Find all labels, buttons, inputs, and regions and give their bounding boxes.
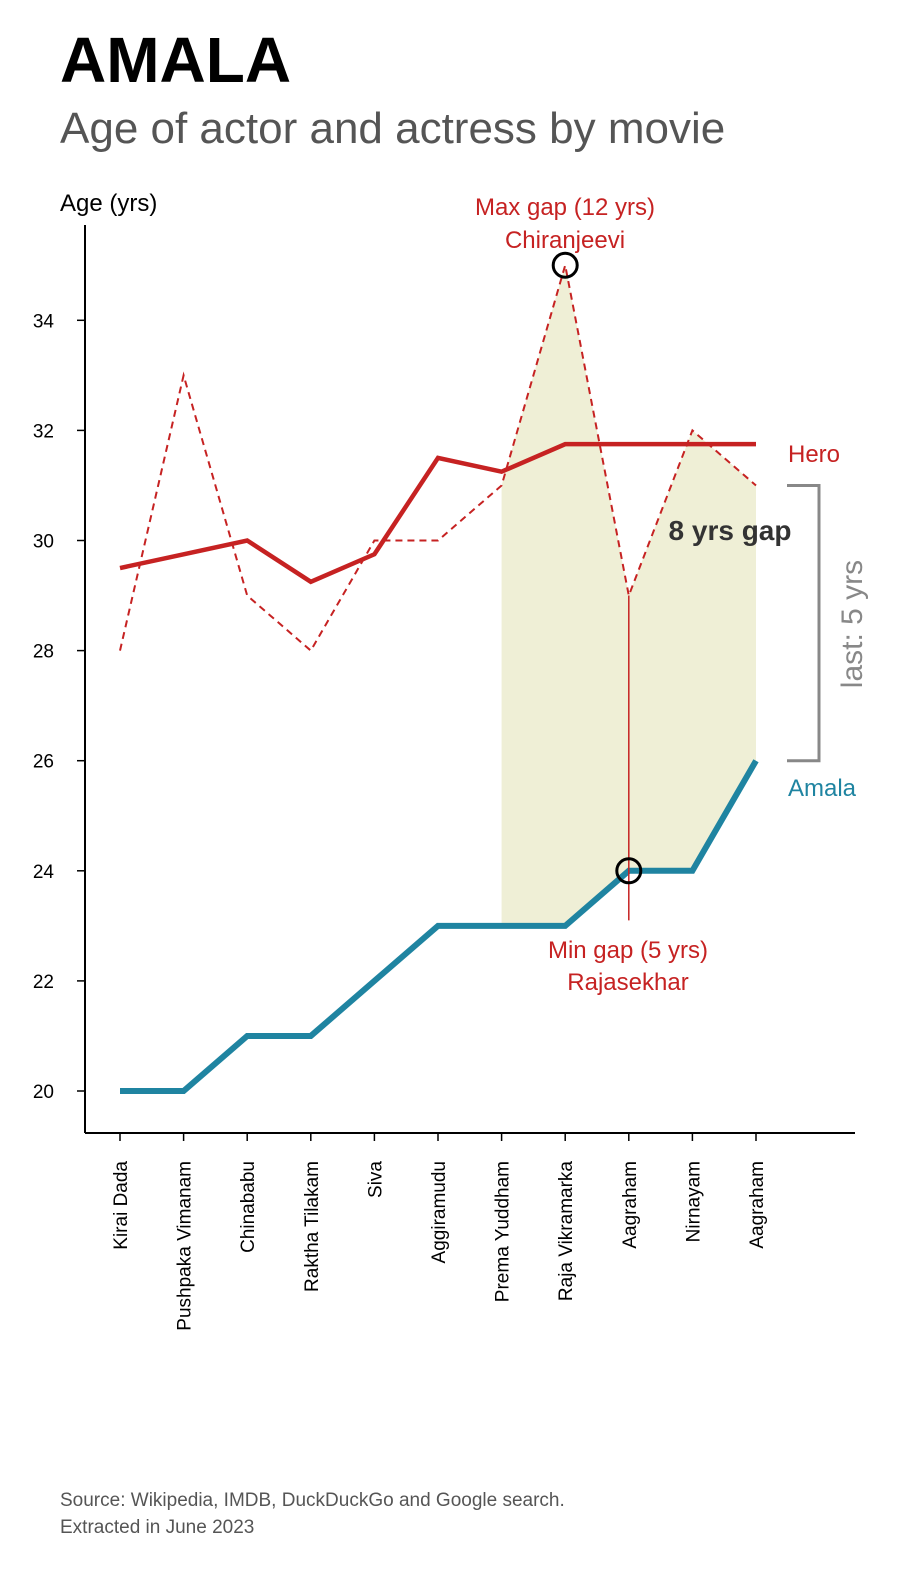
min-gap-actor-label: Rajasekhar (567, 969, 688, 996)
y-tick-label: 24 (33, 862, 55, 883)
min-gap-marker (615, 857, 643, 885)
gap-label: 8 yrs gap (669, 515, 792, 546)
x-tick-label: Chinababu (238, 1161, 259, 1253)
x-tick-label: Raja Vikramarka (556, 1161, 577, 1302)
hero-series-label: Hero (788, 441, 840, 468)
min-gap-label: Min gap (5 yrs) (548, 937, 708, 964)
last-gap-label: last: 5 yrs (836, 560, 869, 688)
hero-smoothed-line (119, 441, 756, 585)
source-note: Source: Wikipedia, IMDB, DuckDuckGo and … (60, 1490, 565, 1511)
x-tick-label: Prema Yuddham (493, 1161, 514, 1302)
y-tick-label: 22 (33, 972, 54, 993)
amala-line (120, 759, 759, 1094)
x-tick-label: Aagraham (747, 1161, 768, 1249)
hero-actual-dashed-line (119, 264, 757, 653)
y-axis-label: Age (yrs) (60, 190, 157, 217)
y-tick-label: 34 (33, 311, 55, 332)
annotation-layer (551, 251, 821, 921)
y-tick-label: 28 (33, 642, 54, 663)
y-tick-label: 32 (33, 421, 54, 442)
x-tick-label: Pushpaka Vimanam (175, 1161, 196, 1331)
x-tick-label: Aagraham (620, 1161, 641, 1249)
x-tick-label: Raktha Tilakam (302, 1161, 323, 1292)
chart-title: AMALA (60, 24, 291, 96)
x-tick-label: Nirnayam (683, 1161, 704, 1242)
amala-series-label: Amala (788, 775, 857, 802)
axes-layer: 20 22 24 26 28 30 32 34 Kirai Dada Pushpaka Viman… (33, 225, 855, 1331)
extraction-note: Extracted in June 2023 (60, 1517, 254, 1538)
x-tick-label: Kirai Dada (111, 1161, 132, 1250)
y-tick-label: 30 (33, 532, 54, 553)
max-gap-label: Max gap (12 yrs) (475, 194, 655, 221)
max-gap-marker (551, 251, 579, 279)
y-tick-label: 20 (33, 1082, 54, 1103)
chart-subtitle: Age of actor and actress by movie (60, 104, 725, 153)
last-gap-bracket (787, 483, 821, 763)
max-gap-actor-label: Chiranjeevi (505, 227, 625, 254)
series-layer (119, 264, 759, 1094)
y-tick-label: 26 (33, 752, 54, 773)
x-tick-label: Aggiramudu (429, 1161, 450, 1263)
x-tick-label: Siva (365, 1161, 386, 1198)
